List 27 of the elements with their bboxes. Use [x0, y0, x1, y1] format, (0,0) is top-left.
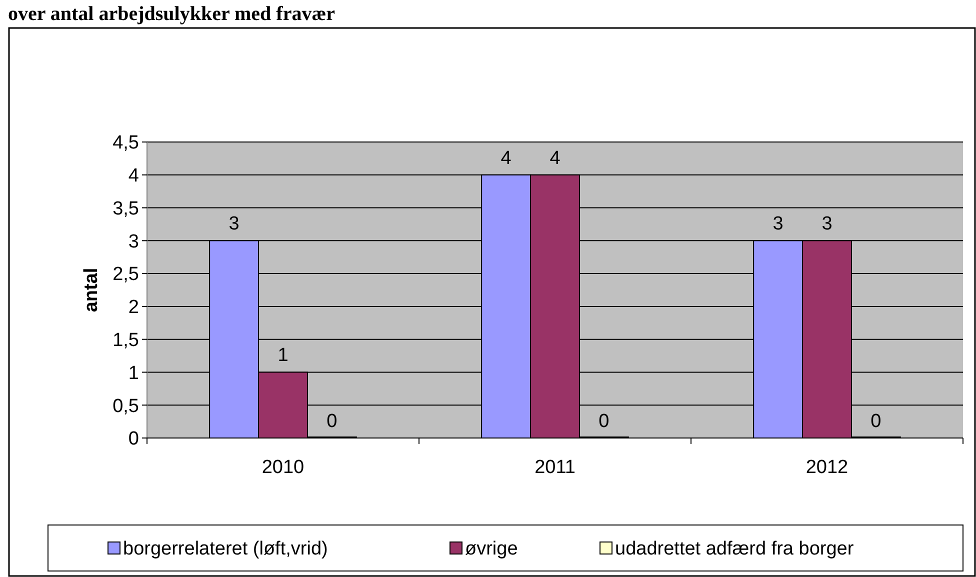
- x-tick-label: 2012: [806, 457, 848, 478]
- data-label: 3: [822, 214, 832, 235]
- y-axis-title: antal: [81, 268, 102, 312]
- data-label: 3: [228, 214, 240, 235]
- legend-label: borgerrelateret (løft,vrid): [123, 538, 328, 560]
- y-tick-label: 4,5: [112, 132, 139, 154]
- legend-label: udadrettet adfærd fra borger: [615, 538, 854, 560]
- data-label: 0: [326, 411, 338, 432]
- data-label: 4: [500, 148, 512, 169]
- y-tick-label: 1,5: [112, 330, 139, 351]
- data-label: 1: [278, 345, 288, 366]
- chart-title: over antal arbejdsulykker med fravær: [8, 3, 336, 25]
- data-label: 0: [870, 411, 882, 432]
- y-tick-label: 0: [128, 428, 139, 450]
- y-tick-label: 0,5: [112, 396, 139, 417]
- y-tick-label: 3: [128, 231, 139, 252]
- y-tick-label: 4: [128, 166, 140, 187]
- y-tick-label: 1: [128, 362, 139, 384]
- x-tick-label: 2010: [262, 457, 304, 478]
- legend-label: øvrige: [465, 538, 518, 560]
- y-tick-label: 2: [128, 297, 139, 318]
- data-label: 0: [598, 411, 610, 432]
- y-tick-label: 2,5: [112, 264, 139, 286]
- data-label: 3: [772, 214, 784, 235]
- data-label: 4: [550, 148, 561, 169]
- x-tick-label: 2011: [534, 457, 576, 478]
- y-tick-label: 3,5: [112, 198, 139, 220]
